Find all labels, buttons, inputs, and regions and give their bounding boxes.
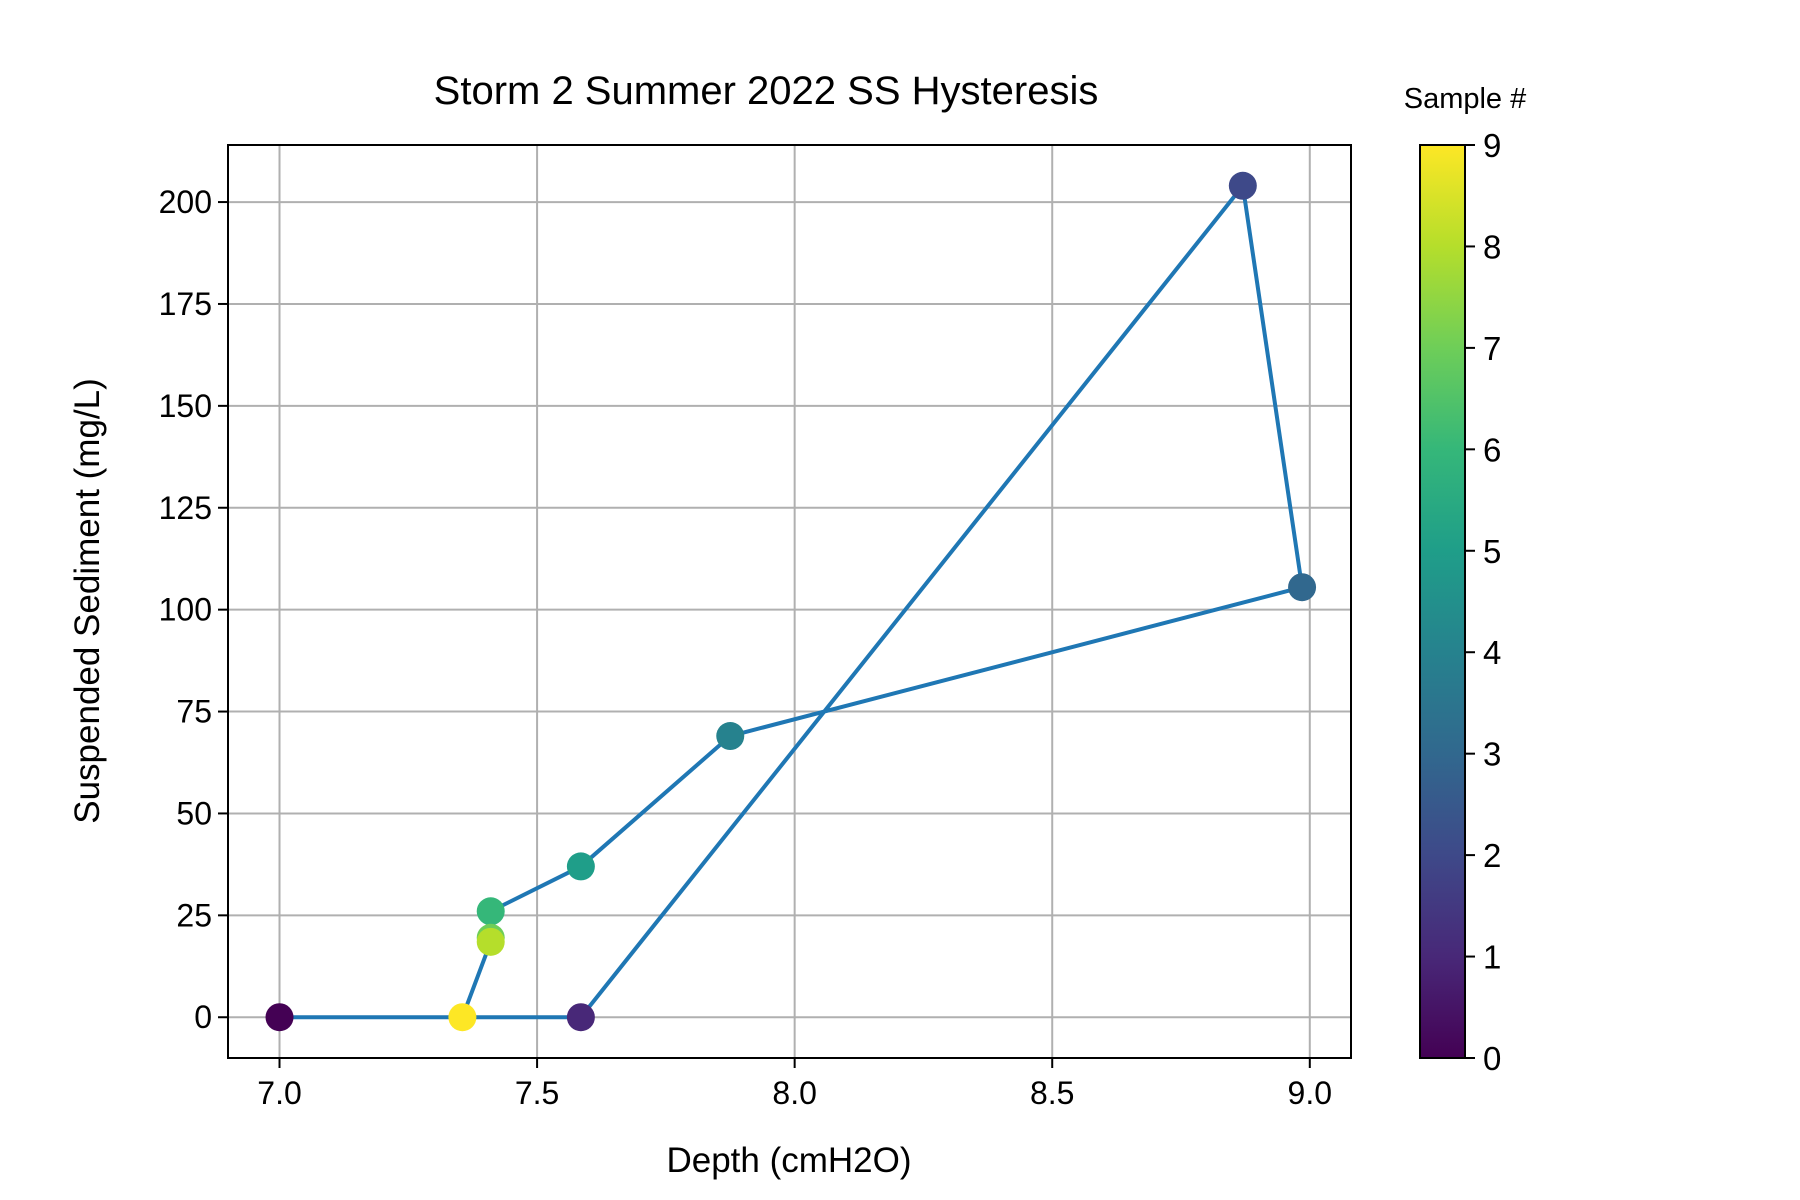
- x-tick-label: 8.5: [1030, 1075, 1074, 1111]
- sample-point: [476, 927, 505, 956]
- sample-point: [716, 722, 745, 751]
- colorbar-tick-label: 3: [1483, 736, 1501, 773]
- sample-point: [1288, 573, 1317, 602]
- y-tick-label: 50: [176, 795, 212, 831]
- data-series: [265, 171, 1317, 1032]
- colorbar-tick-label: 6: [1483, 431, 1501, 468]
- sample-point: [566, 852, 595, 881]
- y-tick-label: 150: [159, 388, 212, 424]
- x-tick-label: 9.0: [1288, 1075, 1332, 1111]
- colorbar-tick-label: 9: [1483, 127, 1501, 164]
- x-axis-ticks: 7.0 7.5 8.0 8.5 9.0: [257, 1058, 1332, 1111]
- colorbar-tick-label: 7: [1483, 330, 1501, 367]
- colorbar-tick-label: 1: [1483, 939, 1501, 976]
- x-axis-label: Depth (cmH2O): [666, 1141, 911, 1180]
- sample-point: [1228, 171, 1257, 200]
- y-tick-label: 200: [159, 184, 212, 220]
- colorbar: [1419, 144, 1466, 1059]
- y-tick-label: 75: [176, 694, 212, 730]
- y-axis-ticks: 0 25 50 75 100 125 150 175 200: [159, 184, 228, 1035]
- sample-point: [476, 897, 505, 926]
- colorbar-tick-label: 2: [1483, 837, 1501, 874]
- x-tick-label: 7.5: [515, 1075, 559, 1111]
- colorbar-ticks: 0 1 2 3 4 5 6 7 8 9: [1465, 127, 1501, 1077]
- colorbar-tick-label: 0: [1483, 1040, 1501, 1077]
- plot-frame: [227, 144, 1352, 1059]
- y-tick-label: 0: [194, 999, 212, 1035]
- y-tick-label: 25: [176, 897, 212, 933]
- grid-lines: [228, 145, 1351, 1058]
- sample-point: [566, 1003, 595, 1032]
- y-tick-label: 175: [159, 286, 212, 322]
- colorbar-tick-label: 8: [1483, 228, 1501, 265]
- y-tick-label: 100: [159, 592, 212, 628]
- sample-point: [448, 1003, 477, 1032]
- sample-point: [265, 1003, 294, 1032]
- colorbar-label: Sample #: [1404, 83, 1527, 115]
- series-line: [279, 183, 1305, 1020]
- chart-title: Storm 2 Summer 2022 SS Hysteresis: [434, 69, 1099, 113]
- colorbar-tick-label: 5: [1483, 533, 1501, 570]
- y-tick-label: 125: [159, 490, 212, 526]
- x-tick-label: 7.0: [257, 1075, 301, 1111]
- x-tick-label: 8.0: [772, 1075, 816, 1111]
- colorbar-tick-label: 4: [1483, 634, 1501, 671]
- y-axis-label: Suspended Sediment (mg/L): [68, 378, 107, 824]
